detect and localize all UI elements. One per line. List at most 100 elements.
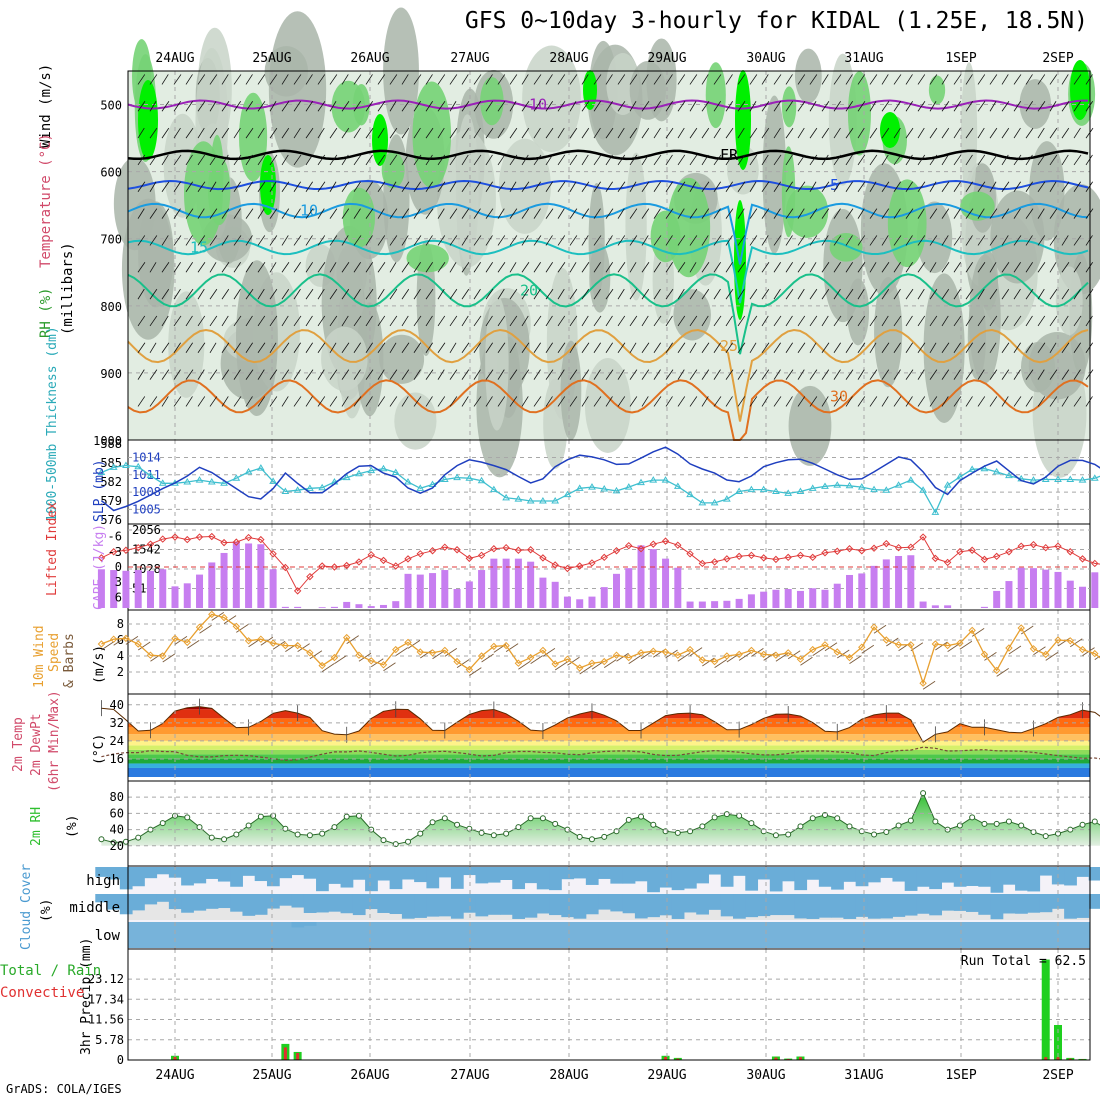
wind-barb bbox=[857, 369, 865, 380]
wind-barb bbox=[953, 154, 962, 166]
wind-barb bbox=[857, 288, 865, 300]
wind-speed-marker bbox=[416, 648, 424, 656]
li-marker bbox=[379, 556, 388, 565]
wind-barb bbox=[929, 288, 938, 300]
cape-bar bbox=[637, 545, 645, 608]
wind-barb bbox=[497, 181, 506, 192]
wind-barb bbox=[353, 262, 361, 273]
wind-barb bbox=[989, 262, 997, 273]
cape-bar bbox=[944, 605, 952, 608]
wind-tick-label: 4 bbox=[117, 649, 124, 663]
wind-barb bbox=[581, 235, 589, 246]
li-marker bbox=[698, 559, 707, 568]
wind-barb bbox=[579, 665, 592, 675]
temperature-contour-label: FR bbox=[720, 146, 739, 164]
wind-barb bbox=[941, 101, 950, 112]
wind-barb bbox=[1049, 262, 1057, 273]
wind-barb bbox=[749, 235, 758, 246]
wind-barb bbox=[917, 396, 926, 407]
rh-marker bbox=[748, 820, 755, 827]
wind-barb bbox=[893, 396, 902, 407]
wind-barb bbox=[797, 208, 805, 219]
axis-label: 3hr Precip (mm) bbox=[79, 938, 94, 1055]
cloud-bar bbox=[953, 867, 967, 887]
temperature-contour bbox=[127, 239, 1089, 304]
wind-barb bbox=[1085, 74, 1093, 85]
wind-barb bbox=[965, 74, 973, 85]
wind-barb bbox=[714, 659, 727, 668]
wind-barb bbox=[245, 396, 253, 407]
thickness-marker bbox=[784, 489, 793, 496]
wind-barb bbox=[845, 235, 853, 246]
wind-barb bbox=[1061, 396, 1069, 407]
wind-speed-marker bbox=[1066, 637, 1074, 645]
cloud-bar bbox=[365, 894, 378, 910]
pressure-tick-label: 900 bbox=[100, 367, 122, 381]
thickness-marker bbox=[477, 476, 486, 484]
precip-tick-label: 0 bbox=[117, 1053, 124, 1067]
wind-barb bbox=[725, 288, 734, 300]
wind-barb bbox=[425, 235, 433, 246]
rh-marker bbox=[233, 831, 240, 838]
wind-barb bbox=[1085, 181, 1093, 192]
li-marker bbox=[674, 541, 682, 549]
rh-marker bbox=[245, 822, 252, 829]
cloud-bar bbox=[683, 867, 697, 889]
wind-barb bbox=[1061, 288, 1070, 300]
cloud-bar bbox=[904, 867, 918, 891]
wind-barb bbox=[317, 181, 326, 192]
wind-barb bbox=[581, 74, 589, 85]
wind-barb bbox=[785, 208, 794, 219]
li-marker bbox=[772, 555, 780, 564]
wind-barb bbox=[329, 235, 338, 246]
li-marker bbox=[809, 553, 817, 562]
thickness-marker bbox=[808, 484, 817, 491]
wind-barb bbox=[869, 127, 878, 139]
wind-barb bbox=[413, 235, 422, 246]
wind-barb bbox=[845, 288, 854, 300]
wind-barb bbox=[677, 262, 686, 273]
wind-barb bbox=[557, 315, 566, 327]
wind-barb bbox=[365, 74, 373, 85]
wind-barb bbox=[509, 262, 517, 273]
wind-barb bbox=[917, 74, 926, 85]
cloud-bar bbox=[708, 894, 722, 910]
wind-barb bbox=[425, 288, 434, 300]
wind-barb bbox=[809, 154, 818, 166]
wind-barb bbox=[533, 154, 542, 166]
cloud-bar bbox=[647, 894, 660, 918]
thickness-marker bbox=[122, 461, 130, 469]
wind-barb bbox=[989, 315, 998, 327]
cape-bar bbox=[882, 559, 890, 608]
wind-barb bbox=[629, 208, 638, 219]
wind-barb bbox=[881, 315, 889, 327]
wind-barb bbox=[713, 127, 721, 139]
rh-marker bbox=[159, 820, 166, 827]
thickness-marker bbox=[342, 473, 351, 481]
wind-barb bbox=[905, 154, 913, 166]
wind-barb bbox=[941, 208, 950, 219]
wind-barb bbox=[737, 181, 746, 192]
wind-barb bbox=[833, 154, 842, 166]
wind-barb bbox=[689, 396, 698, 407]
axis-label: 10m Wind bbox=[32, 625, 47, 688]
wind-barb bbox=[437, 127, 445, 139]
li-marker bbox=[784, 553, 792, 562]
wind-barb bbox=[521, 315, 529, 327]
wind-barb bbox=[737, 315, 746, 327]
cloud-bar bbox=[683, 894, 697, 913]
wind-barb bbox=[365, 101, 373, 112]
cloud-bar bbox=[941, 867, 955, 883]
cloud-bar bbox=[414, 894, 427, 918]
wind-barb bbox=[389, 127, 398, 139]
wind-barb bbox=[749, 181, 757, 192]
cloud-bar bbox=[254, 894, 268, 915]
wind-barb bbox=[456, 659, 470, 668]
wind-speed-marker bbox=[1042, 650, 1050, 659]
cape-bar bbox=[171, 586, 179, 608]
rh-marker bbox=[552, 820, 559, 827]
wind-barb bbox=[689, 74, 698, 85]
li-marker bbox=[625, 541, 633, 550]
rh-marker bbox=[343, 813, 350, 820]
cloud-bar bbox=[217, 867, 231, 882]
